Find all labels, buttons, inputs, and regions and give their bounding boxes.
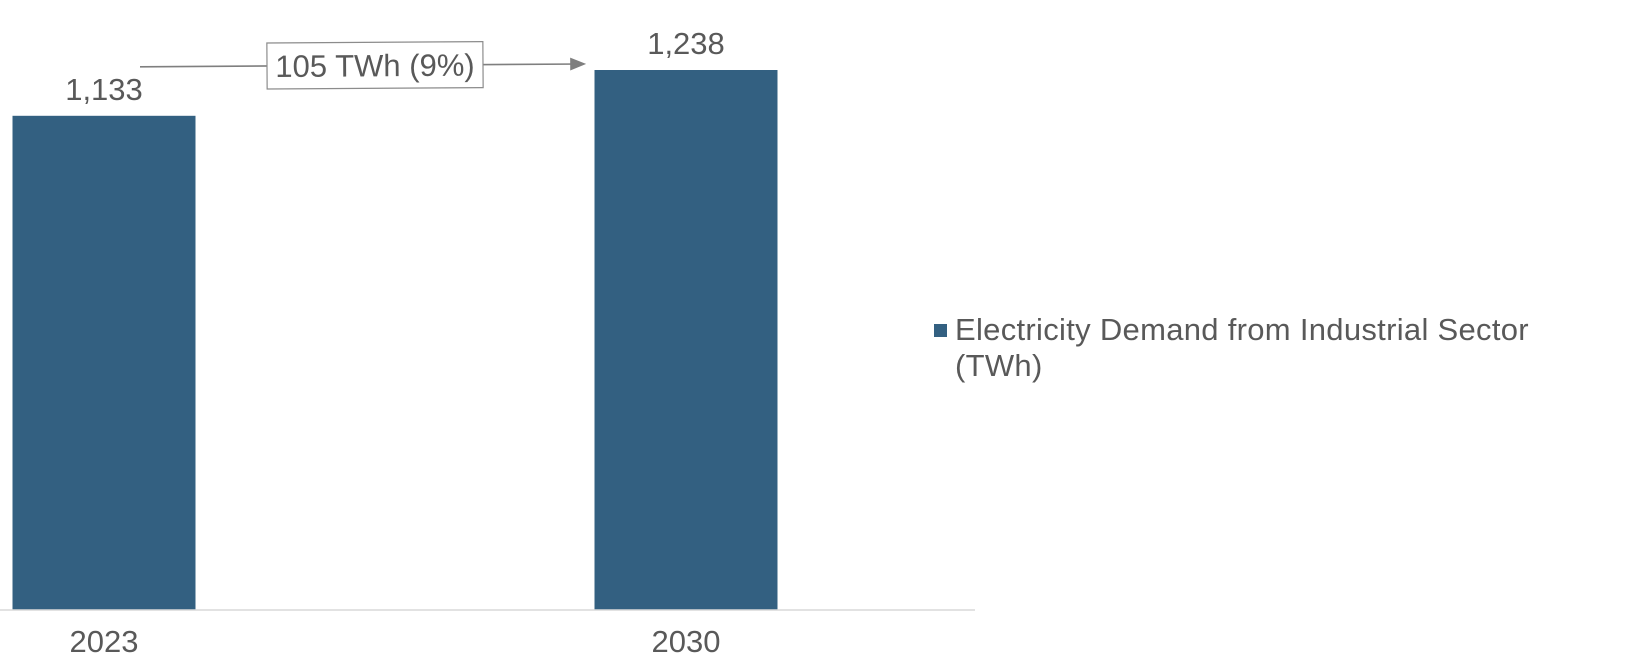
x-tick-label-2030: 2030 xyxy=(652,624,721,659)
growth-annotation: 105 TWh (9%) xyxy=(139,41,587,90)
data-label-2030: 1,238 xyxy=(647,26,725,61)
growth-callout-text: 105 TWh (9%) xyxy=(275,48,474,84)
legend-swatch xyxy=(934,324,947,337)
growth-callout: 105 TWh (9%) xyxy=(266,41,484,90)
bar-2030 xyxy=(594,70,778,610)
bars xyxy=(12,70,778,610)
x-tick-label-2023: 2023 xyxy=(70,624,139,659)
data-label-2023: 1,133 xyxy=(65,72,143,107)
legend-label: Electricity Demand from Industrial Secto… xyxy=(955,312,1529,383)
bar-2023 xyxy=(12,115,196,610)
legend: Electricity Demand from Industrial Secto… xyxy=(934,312,1614,384)
growth-callout-box xyxy=(266,41,484,90)
labels: 1,133 2023 1,238 2030 xyxy=(65,26,725,659)
